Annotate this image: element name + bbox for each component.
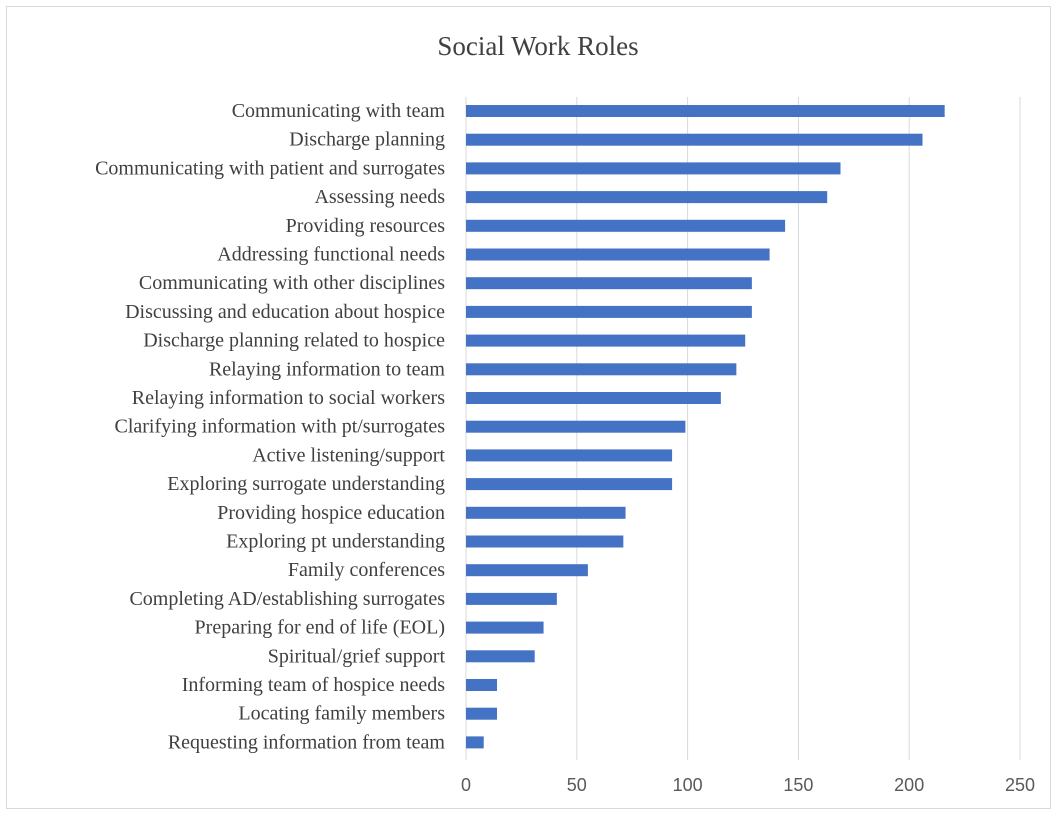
category-label: Locating family members (238, 703, 445, 725)
bar (466, 248, 770, 261)
bar (466, 420, 686, 433)
bar (466, 506, 626, 519)
category-label: Relaying information to social workers (132, 387, 445, 409)
x-tick-label: 50 (567, 775, 587, 795)
category-label: Communicating with other disciplines (139, 272, 445, 294)
gridlines (465, 97, 1021, 760)
category-label: Requesting information from team (168, 731, 446, 753)
category-label: Family conferences (288, 559, 445, 581)
x-tick-label: 0 (461, 775, 471, 795)
x-tick-labels: 0 50 100 150 200 250 (461, 775, 1035, 795)
x-tick-label: 150 (783, 775, 813, 795)
category-label: Informing team of hospice needs (182, 674, 445, 696)
bar (466, 564, 588, 577)
bar (466, 133, 923, 146)
chart-title: Social Work Roles (437, 31, 638, 61)
bar (466, 592, 557, 605)
category-label: Assessing needs (314, 186, 445, 208)
bar (466, 535, 624, 548)
category-label: Discharge planning related to hospice (143, 330, 445, 352)
bar (466, 650, 535, 663)
bars (466, 105, 945, 749)
category-label: Addressing functional needs (217, 244, 445, 266)
x-tick-label: 200 (894, 775, 924, 795)
bar (466, 191, 828, 204)
x-tick-label: 100 (673, 775, 703, 795)
bar (466, 277, 752, 290)
category-label: Exploring pt understanding (226, 531, 445, 553)
category-label: Exploring surrogate understanding (167, 473, 445, 495)
category-label: Communicating with patient and surrogate… (95, 157, 445, 179)
bar (466, 305, 752, 318)
category-label: Active listening/support (252, 444, 445, 466)
bar (466, 334, 746, 347)
bar (466, 162, 841, 175)
bar (466, 105, 945, 117)
chart-svg: Social Work Roles Communicating with tea… (95, 31, 1035, 795)
bar (466, 392, 721, 404)
bar (466, 478, 673, 491)
bar (466, 449, 673, 462)
bar (466, 621, 544, 634)
x-tick-label: 250 (1005, 775, 1035, 795)
category-label: Providing hospice education (217, 502, 445, 524)
category-label: Communicating with team (232, 100, 446, 122)
category-label: Clarifying information with pt/surrogate… (115, 416, 446, 438)
chart-frame: Social Work Roles Communicating with tea… (6, 6, 1051, 809)
bar (466, 363, 737, 376)
bar (466, 219, 786, 232)
category-labels: Communicating with team Discharge plannin… (95, 100, 445, 753)
category-label: Completing AD/establishing surrogates (129, 588, 445, 610)
category-label: Relaying information to team (209, 358, 445, 380)
category-label: Discussing and education about hospice (125, 301, 445, 323)
bar (466, 679, 498, 691)
category-label: Preparing for end of life (EOL) (195, 617, 445, 639)
category-label: Spiritual/grief support (268, 645, 446, 667)
bar (466, 707, 498, 720)
category-label: Discharge planning (289, 129, 445, 151)
bar (466, 736, 484, 749)
category-label: Providing resources (286, 215, 446, 237)
